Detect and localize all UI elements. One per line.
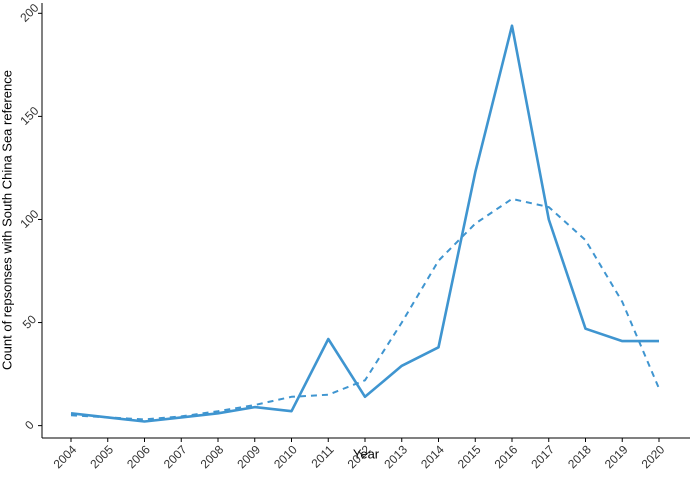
- y-tick-label: 100: [17, 207, 41, 231]
- y-tick-label: 200: [17, 0, 41, 24]
- x-axis-title: Year: [353, 446, 380, 461]
- y-axis-title: Count of repsonses with South China Sea …: [0, 70, 14, 370]
- trend-line: [70, 197, 660, 421]
- x-tick-label: 2018: [565, 442, 594, 471]
- x-tick-label: 2015: [455, 442, 484, 471]
- x-tick-label: 2007: [161, 442, 190, 471]
- x-tick-label: 2004: [51, 442, 80, 471]
- x-tick-label: 2011: [308, 442, 336, 470]
- x-tick-label: 2005: [87, 442, 116, 471]
- x-tick-label: 2016: [492, 442, 521, 471]
- y-tick-label: 150: [17, 104, 41, 128]
- x-tick-label: 2006: [124, 442, 153, 471]
- x-tick-label: 2010: [271, 442, 300, 471]
- x-tick-label: 2013: [381, 442, 410, 471]
- y-tick-label: 50: [20, 312, 40, 332]
- x-tick-label: 2019: [602, 442, 631, 471]
- x-tick-label: 2020: [639, 442, 668, 471]
- x-tick-label: 2014: [418, 442, 447, 471]
- x-tick-label: 2009: [234, 442, 263, 471]
- x-tick-label: 2017: [528, 442, 557, 471]
- x-tick-label: 2008: [198, 442, 227, 471]
- data-line: [70, 24, 659, 423]
- y-tick-label: 0: [22, 418, 37, 433]
